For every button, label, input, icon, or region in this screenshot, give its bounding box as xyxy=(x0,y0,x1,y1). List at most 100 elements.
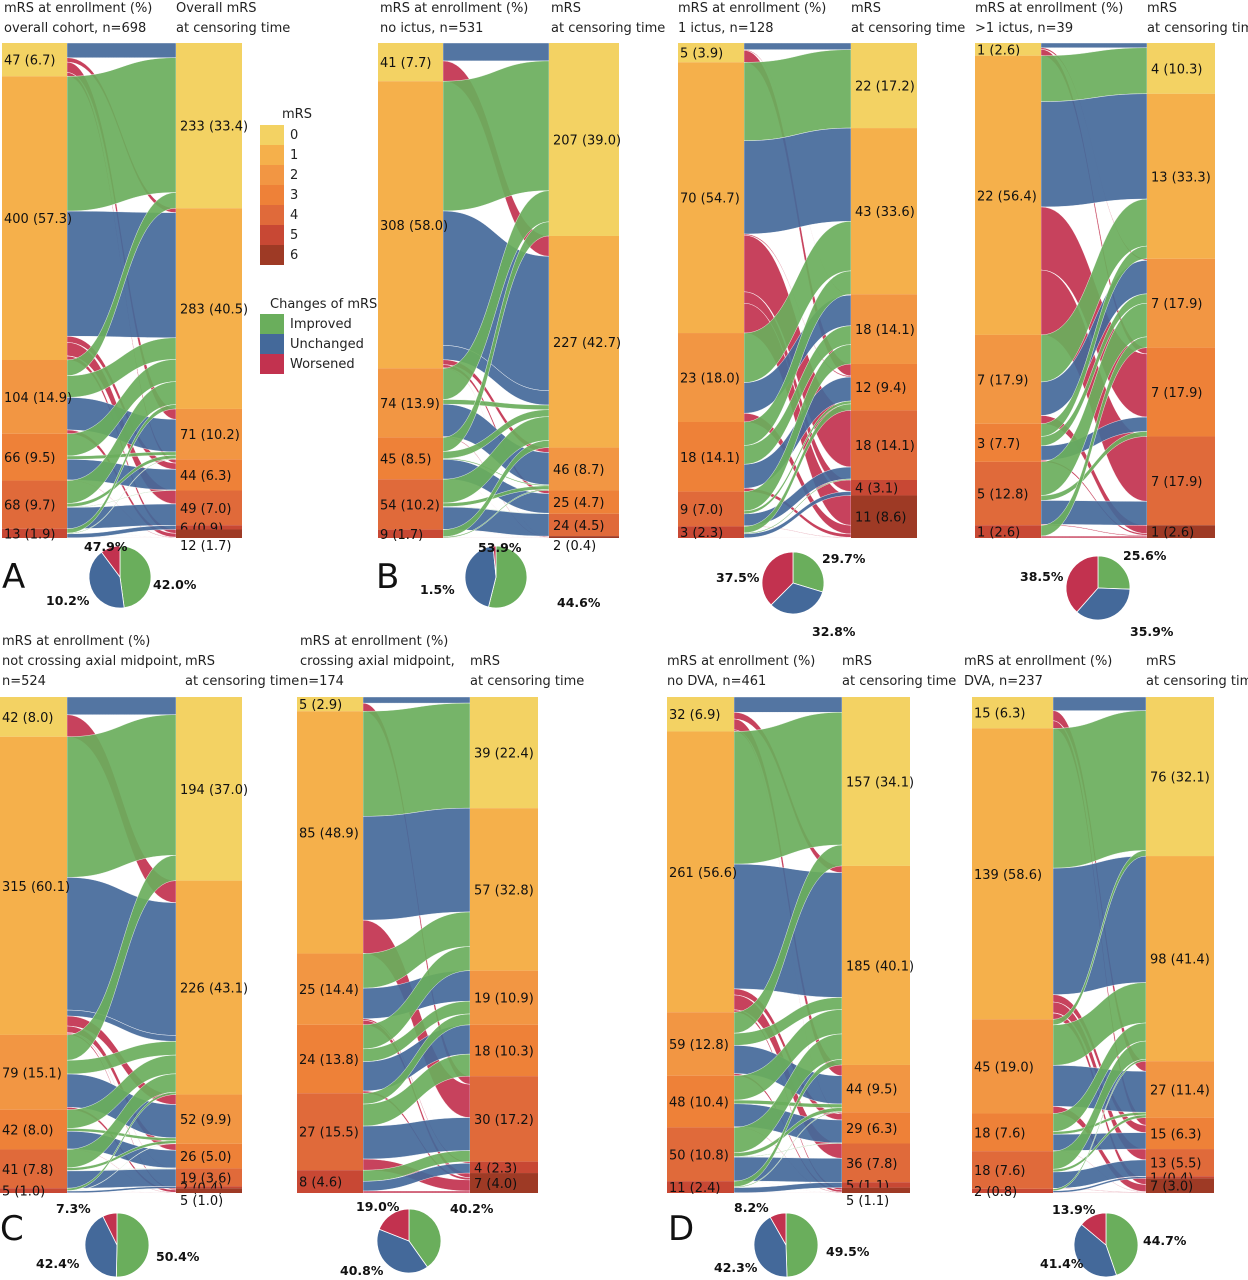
right-node-mrs-6 xyxy=(1146,1178,1214,1193)
right-node-mrs-1 xyxy=(470,808,538,971)
right-node-mrs-4 xyxy=(176,490,242,526)
right-node-mrs-2 xyxy=(176,408,242,460)
pie-slice-unchanged xyxy=(376,1228,429,1274)
left-node-label: 308 (58.0) xyxy=(380,219,448,234)
pie-slice-worsened xyxy=(761,551,794,606)
right-node-label: 157 (34.1) xyxy=(846,775,914,790)
header-right-line: mRS xyxy=(470,654,500,669)
header-left-line: n=174 xyxy=(300,674,344,689)
flow-unchanged xyxy=(1052,855,1147,995)
pie-label-worsened: 38.5% xyxy=(1020,569,1064,584)
flow-worsened xyxy=(1040,535,1148,539)
left-node-label: 18 (7.6) xyxy=(974,1164,1026,1179)
sankey-panel-8: mRS at enrollment (%) DVA, n=237 mRS at cen… xyxy=(964,654,1248,1278)
right-node-mrs-0 xyxy=(842,697,910,866)
left-node-mrs-4 xyxy=(2,480,67,529)
right-node-label: 30 (17.2) xyxy=(474,1113,534,1128)
right-node-label: 19 (3.6) xyxy=(180,1171,232,1186)
right-node-mrs-3 xyxy=(1146,1117,1214,1150)
right-node-mrs-4 xyxy=(176,1168,242,1187)
right-node-label: 39 (22.4) xyxy=(474,747,534,762)
right-node-label: 7 (4.0) xyxy=(474,1177,517,1192)
pie-label-improved: 44.7% xyxy=(1143,1233,1187,1248)
right-node-mrs-3 xyxy=(176,459,242,491)
change-pie: 25.6% 35.9% 38.5% xyxy=(1020,548,1174,639)
flow-unchanged xyxy=(1052,696,1147,711)
left-node-mrs-0 xyxy=(378,43,443,82)
left-node-mrs-4 xyxy=(678,491,744,527)
right-node-label: 7 (17.9) xyxy=(1151,386,1203,401)
legend-mrs-swatch-0 xyxy=(260,125,284,145)
left-node-mrs-3 xyxy=(0,1109,67,1150)
right-node-mrs-2 xyxy=(470,970,538,1025)
flow-unchanged xyxy=(442,42,550,62)
flow-group xyxy=(743,42,852,539)
right-node-label: 5 (1.0) xyxy=(180,1194,223,1209)
right-node-label: 49 (7.0) xyxy=(180,502,232,517)
left-node-mrs-0 xyxy=(297,697,363,712)
left-node-label: 41 (7.7) xyxy=(380,56,432,71)
pie-slice-worsened xyxy=(769,1212,787,1247)
left-node-mrs-1 xyxy=(2,76,67,360)
legend-change-label: Improved xyxy=(290,317,352,332)
pie-label-unchanged: 42.0% xyxy=(153,577,197,592)
right-node-label: 43 (33.6) xyxy=(855,205,915,220)
sankey-panel-3: mRS at enrollment (%) 1 ictus, n=128 mRS at… xyxy=(678,1,965,639)
legend-mrs-label: 6 xyxy=(290,248,298,263)
header-right-line: mRS xyxy=(185,654,215,669)
left-node-label: 47 (6.7) xyxy=(4,54,56,69)
right-node-mrs-4 xyxy=(470,1076,538,1162)
pie-label-worsened: 10.2% xyxy=(46,593,90,608)
left-node-mrs-5 xyxy=(0,1188,67,1193)
pie-slice-worsened xyxy=(1080,1212,1107,1246)
right-node-label: 4 (2.3) xyxy=(474,1161,517,1176)
change-pie: 44.7% 41.4% 13.9% xyxy=(1040,1202,1187,1278)
legend-mrs-swatch-2 xyxy=(260,165,284,185)
right-node-mrs-2 xyxy=(1146,1061,1214,1118)
flow-improved xyxy=(362,702,471,817)
right-node-label: 98 (41.4) xyxy=(1150,953,1210,968)
legend-mrs-label: 0 xyxy=(290,128,298,143)
left-node-mrs-1 xyxy=(975,55,1041,335)
right-node-mrs-5 xyxy=(1146,1176,1214,1179)
right-node-mrs-5 xyxy=(176,525,242,530)
left-node-mrs-0 xyxy=(975,43,1041,56)
change-pie: 29.7% 32.8% 37.5% xyxy=(716,551,866,639)
left-node-label: 50 (10.8) xyxy=(669,1148,729,1163)
flow-improved xyxy=(743,49,852,141)
right-node-label: 44 (9.5) xyxy=(846,1083,898,1098)
left-node-mrs-0 xyxy=(678,43,744,63)
pie-slice-unchanged xyxy=(88,551,125,609)
legend-mrs-swatch-1 xyxy=(260,145,284,165)
left-node-label: 18 (7.6) xyxy=(974,1126,1026,1141)
right-node-label: 76 (32.1) xyxy=(1150,771,1210,786)
header-left-line: mRS at enrollment (%) xyxy=(975,1,1123,16)
left-node-label: 5 (1.0) xyxy=(2,1185,45,1200)
header-right-line: at censoring time xyxy=(470,674,584,689)
header-right-line: mRS xyxy=(851,1,881,16)
left-node-label: 13 (1.9) xyxy=(4,527,56,542)
right-node-mrs-6 xyxy=(842,1187,910,1193)
legend: mRS 0 1 2 3 4 5 6 Changes of mRS Improved Uncha… xyxy=(260,107,377,374)
right-node-mrs-1 xyxy=(176,880,242,1095)
header-left-line: mRS at enrollment (%) xyxy=(2,634,150,649)
left-node-label: 5 (12.8) xyxy=(977,488,1029,503)
header-left-line: DVA, n=237 xyxy=(964,674,1043,689)
left-node-label: 22 (56.4) xyxy=(977,189,1037,204)
header-left-line: mRS at enrollment (%) xyxy=(667,654,815,669)
legend-mrs-swatches: 0 1 2 3 4 5 6 xyxy=(260,125,298,265)
pie-slice-improved xyxy=(1097,555,1131,590)
right-node-mrs-2 xyxy=(1147,258,1215,348)
left-node-label: 45 (8.5) xyxy=(380,452,432,467)
legend-changes-title: Changes of mRS xyxy=(270,297,377,312)
right-node-label: 44 (6.3) xyxy=(180,469,232,484)
pie-slice-improved xyxy=(1105,1212,1139,1276)
pie-label-improved: 29.7% xyxy=(822,551,866,566)
legend-change-swatch-worsened xyxy=(260,354,284,374)
left-node-label: 23 (18.0) xyxy=(680,372,740,387)
legend-change-swatch-unchanged xyxy=(260,334,284,354)
pie-label-worsened: 13.9% xyxy=(1052,1202,1096,1217)
left-node-label: 261 (56.6) xyxy=(669,866,737,881)
